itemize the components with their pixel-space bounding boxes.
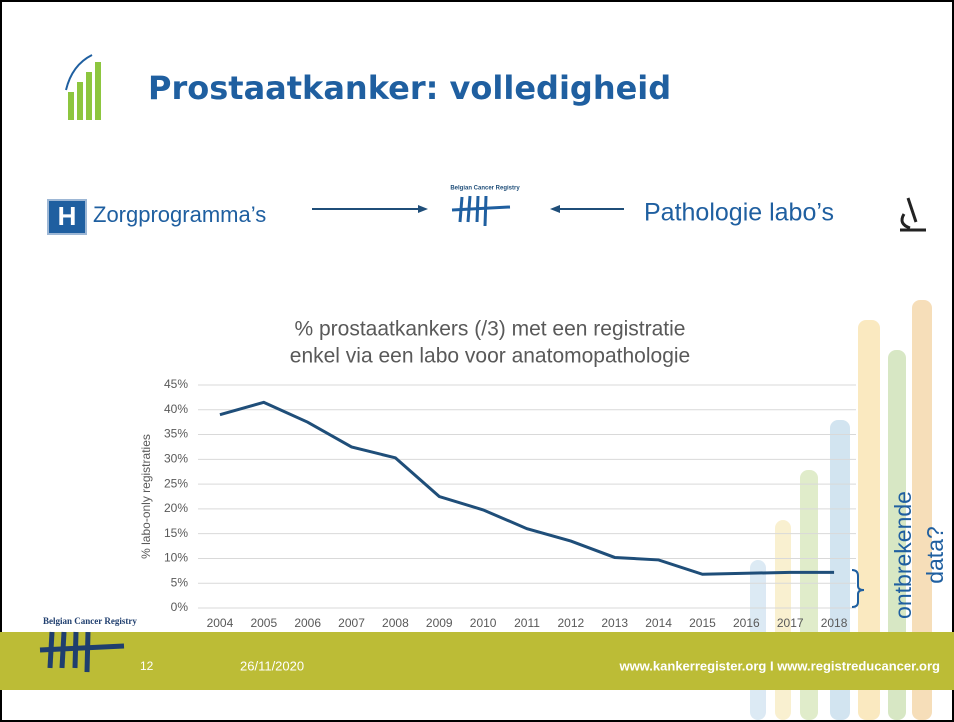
x-tick-label: 2008 <box>382 616 409 630</box>
x-tick-label: 2014 <box>645 616 672 630</box>
y-tick-label: 5% <box>171 575 189 589</box>
x-tick-label: 2016 <box>733 616 760 630</box>
x-tick-label: 2005 <box>250 616 277 630</box>
date: 26/11/2020 <box>240 658 304 673</box>
y-tick-label: 20% <box>164 501 188 515</box>
logo-text: Belgian Cancer Registry <box>450 186 520 192</box>
x-tick-label: 2006 <box>294 616 321 630</box>
page-number: 12 <box>140 659 154 673</box>
hospital-icon-letter: H <box>58 201 77 231</box>
y-tick-label: 40% <box>164 402 188 416</box>
page: Prostaatkanker: volledigheid H Zorgprogr… <box>0 0 954 722</box>
footer-logo-text: Belgian Cancer Registry <box>43 616 137 626</box>
x-tick-label: 2009 <box>426 616 453 630</box>
y-tick-label: 15% <box>164 526 188 540</box>
y-tick-label: 10% <box>164 551 188 565</box>
y-tick-label: 25% <box>164 476 188 490</box>
footer-url: www.kankerregister.org I www.registreduc… <box>618 658 940 673</box>
annotation: ontbrekende <box>890 491 916 619</box>
x-tick-label: 2015 <box>689 616 716 630</box>
chart-title: enkel via een labo voor anatomopathologi… <box>290 345 690 368</box>
y-tick-label: 0% <box>171 600 189 614</box>
slide-title: Prostaatkanker: volledigheid <box>148 69 671 107</box>
slide: Prostaatkanker: volledigheid H Zorgprogr… <box>0 0 954 722</box>
y-tick-label: 30% <box>164 452 188 466</box>
right-label: Pathologie labo’s <box>644 199 834 227</box>
annotation: data? <box>922 526 948 584</box>
y-tick-label: 45% <box>164 377 188 391</box>
x-tick-label: 2010 <box>470 616 497 630</box>
y-tick-label: 35% <box>164 427 188 441</box>
x-tick-label: 2017 <box>777 616 804 630</box>
x-tick-label: 2018 <box>821 616 848 630</box>
x-tick-label: 2013 <box>601 616 628 630</box>
x-tick-label: 2011 <box>514 616 540 630</box>
footer-bar-left <box>0 632 140 690</box>
chart-title: % prostaatkankers (/3) met een registrat… <box>294 318 685 341</box>
x-tick-label: 2004 <box>207 616 234 630</box>
x-tick-label: 2007 <box>338 616 365 630</box>
y-axis-label: % labo-only registraties <box>139 434 153 559</box>
left-label: Zorgprogramma’s <box>93 202 266 227</box>
x-tick-label: 2012 <box>558 616 585 630</box>
